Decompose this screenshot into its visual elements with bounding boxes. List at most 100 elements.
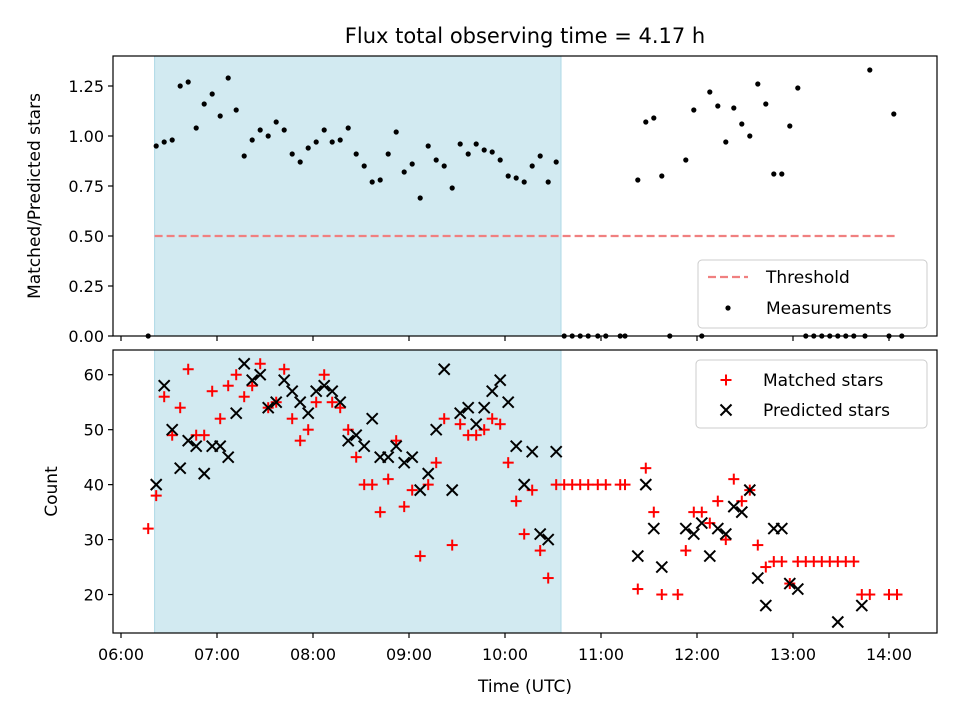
ratio-panel: 0.00 0.25 0.50 0.75 1.00 1.25 Matched/Predict… bbox=[25, 55, 938, 346]
measurement-point bbox=[153, 143, 159, 149]
matched-star-point bbox=[446, 539, 458, 551]
x-tick-label: 06:00 bbox=[98, 645, 144, 664]
predicted-star-point bbox=[695, 516, 709, 530]
measurement-point bbox=[417, 195, 423, 201]
count-x-ticks: 06:00 07:00 08:00 09:00 10:00 11:00 12:00 13:00… bbox=[98, 633, 912, 664]
measurement-point bbox=[659, 173, 665, 179]
predicted-star-point bbox=[759, 599, 773, 612]
predicted-star-point bbox=[445, 483, 459, 497]
predicted-star-point bbox=[349, 428, 363, 442]
legend-measurements-label: Measurements bbox=[766, 299, 892, 319]
matched-star-point bbox=[680, 545, 692, 557]
matched-star-point bbox=[326, 396, 338, 408]
measurement-point bbox=[241, 153, 247, 159]
matched-star-point bbox=[214, 413, 226, 425]
predicted-star-point bbox=[325, 385, 339, 398]
measurement-point bbox=[201, 101, 207, 107]
matched-star-point bbox=[334, 402, 346, 414]
matched-star-point bbox=[696, 506, 708, 518]
y-tick-label: 1.25 bbox=[68, 77, 104, 96]
measurement-point bbox=[449, 185, 455, 191]
measurement-point bbox=[393, 129, 399, 135]
predicted-star-point bbox=[253, 368, 267, 381]
measurement-point bbox=[723, 139, 729, 145]
predicted-star-point bbox=[517, 478, 531, 491]
matched-star-point bbox=[254, 358, 266, 370]
measurement-point bbox=[289, 151, 295, 157]
measurement-point bbox=[643, 119, 649, 125]
matched-star-point bbox=[246, 380, 258, 392]
matched-star-point bbox=[632, 583, 644, 595]
matched-star-point bbox=[619, 479, 631, 491]
predicted-star-point bbox=[735, 505, 749, 519]
measurement-point bbox=[161, 139, 167, 145]
matched-star-point bbox=[438, 413, 450, 425]
predicted-star-point bbox=[687, 527, 701, 541]
matched-star-point bbox=[206, 385, 218, 397]
predicted-star-point bbox=[679, 522, 693, 535]
predicted-star-point bbox=[501, 395, 515, 409]
measurement-point bbox=[707, 89, 713, 95]
legend-plus-marker bbox=[720, 374, 732, 386]
predicted-star-point bbox=[269, 395, 283, 409]
measurement-point bbox=[513, 175, 519, 181]
measurement-point bbox=[537, 153, 543, 159]
matched-star-point bbox=[891, 589, 903, 601]
predicted-star-point bbox=[461, 401, 475, 414]
matched-star-point bbox=[494, 418, 506, 430]
measurement-point bbox=[473, 141, 479, 147]
predicted-star-point bbox=[245, 374, 259, 387]
predicted-star-point bbox=[655, 560, 669, 574]
y-tick-label: 1.00 bbox=[68, 127, 104, 146]
x-tick-label: 10:00 bbox=[482, 645, 528, 664]
predicted-star-point bbox=[855, 599, 869, 612]
legend-matched-swatch bbox=[720, 374, 732, 386]
measurement-point bbox=[489, 149, 495, 155]
measurement-point bbox=[377, 177, 383, 183]
matched-star-point bbox=[142, 523, 154, 535]
matched-star-point bbox=[720, 534, 732, 546]
measurement-point bbox=[345, 125, 351, 131]
matched-star-point bbox=[182, 363, 194, 375]
measurement-point bbox=[529, 163, 535, 169]
matched-star-point bbox=[366, 479, 378, 491]
measurement-point bbox=[731, 105, 737, 111]
matched-star-point bbox=[374, 506, 386, 518]
legend-predicted-label: Predicted stars bbox=[763, 401, 890, 421]
measurement-point bbox=[257, 127, 263, 133]
count-y-axis-label: Count bbox=[42, 466, 62, 517]
matched-star-point bbox=[518, 528, 530, 540]
predicted-star-point bbox=[213, 439, 227, 453]
matched-stars-points bbox=[142, 358, 903, 601]
predicted-stars-points bbox=[149, 357, 869, 629]
matched-star-point bbox=[760, 561, 772, 573]
ratio-legend: Threshold Measurements bbox=[697, 259, 928, 329]
matched-star-point bbox=[238, 391, 250, 403]
y-tick-label: 0.25 bbox=[68, 277, 104, 296]
measurement-point bbox=[739, 121, 745, 127]
measurement-point bbox=[313, 139, 319, 145]
y-tick-label: 20 bbox=[84, 586, 104, 605]
matched-star-point bbox=[174, 402, 186, 414]
matched-star-point bbox=[166, 429, 178, 441]
measurement-point bbox=[225, 75, 231, 81]
predicted-star-point bbox=[421, 467, 435, 480]
x-tick-label: 14:00 bbox=[866, 645, 912, 664]
predicted-star-point bbox=[189, 439, 203, 453]
count-legend: Matched stars Predicted stars bbox=[695, 359, 928, 429]
measurement-point bbox=[425, 143, 431, 149]
predicted-star-point bbox=[333, 395, 347, 409]
matched-star-point bbox=[318, 369, 330, 381]
matched-star-point bbox=[382, 473, 394, 485]
highlight-span bbox=[154, 349, 562, 634]
matched-star-point bbox=[150, 490, 162, 502]
predicted-star-point bbox=[405, 450, 419, 464]
predicted-star-point bbox=[549, 445, 563, 458]
predicted-star-point bbox=[453, 406, 467, 420]
measurement-point bbox=[651, 115, 657, 121]
matched-star-point bbox=[158, 391, 170, 403]
measurement-point bbox=[465, 151, 471, 157]
matched-star-point bbox=[648, 506, 660, 518]
predicted-star-point bbox=[783, 577, 797, 590]
measurement-point bbox=[787, 123, 793, 129]
